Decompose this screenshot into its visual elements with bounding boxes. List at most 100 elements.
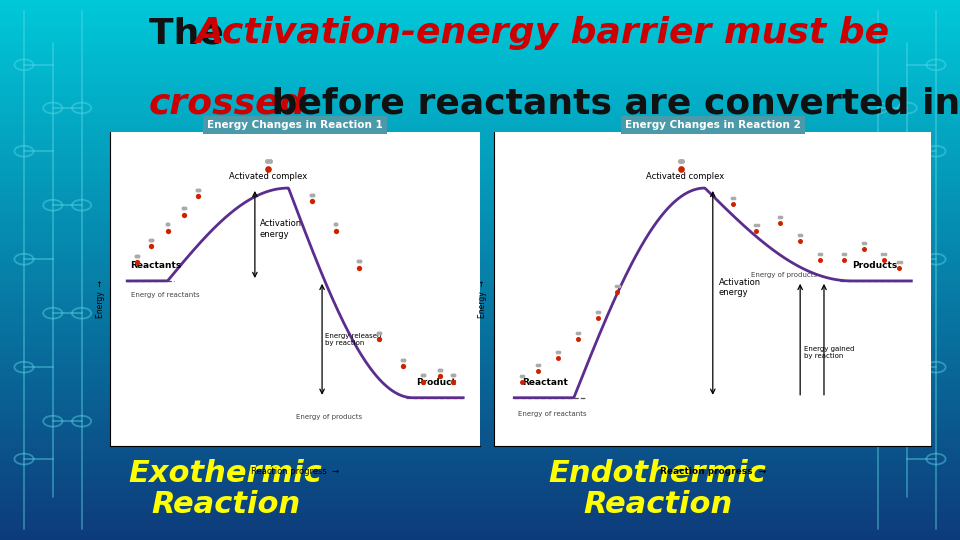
Text: Energy released
by reaction: Energy released by reaction	[325, 333, 382, 346]
Bar	[0, 248, 960, 250]
Bar	[0, 475, 960, 477]
Bar	[0, 281, 960, 282]
Bar	[0, 157, 960, 158]
Bar	[0, 490, 960, 491]
Bar	[0, 137, 960, 139]
Bar	[0, 285, 960, 286]
Bar	[0, 538, 960, 540]
Bar	[0, 517, 960, 518]
Bar	[0, 427, 960, 428]
Bar	[0, 423, 960, 425]
Bar	[0, 140, 960, 142]
Bar	[0, 450, 960, 452]
Bar	[0, 389, 960, 390]
Bar	[0, 135, 960, 137]
Bar	[0, 319, 960, 320]
Bar	[0, 59, 960, 61]
Bar	[0, 241, 960, 243]
Bar	[0, 81, 960, 83]
Bar	[0, 295, 960, 297]
Bar	[0, 15, 960, 16]
Bar	[0, 153, 960, 155]
Bar	[0, 187, 960, 189]
Bar	[0, 371, 960, 373]
Bar	[0, 151, 960, 153]
Bar	[0, 464, 960, 466]
Bar	[0, 286, 960, 288]
Bar	[0, 234, 960, 236]
Bar	[0, 385, 960, 387]
Bar	[0, 243, 960, 245]
Bar	[0, 34, 960, 36]
Bar	[0, 387, 960, 389]
Bar	[0, 169, 960, 171]
Bar	[0, 119, 960, 120]
Bar	[0, 239, 960, 241]
Bar	[0, 58, 960, 59]
Bar	[0, 106, 960, 108]
Bar	[0, 29, 960, 31]
Text: Energy of products: Energy of products	[296, 414, 362, 420]
Bar	[0, 529, 960, 531]
Bar	[0, 236, 960, 238]
Bar	[0, 201, 960, 204]
Bar	[0, 32, 960, 34]
Bar	[0, 193, 960, 194]
Bar	[0, 369, 960, 371]
Bar	[0, 306, 960, 308]
Bar	[0, 471, 960, 474]
Bar	[0, 407, 960, 409]
Bar	[0, 97, 960, 99]
Bar	[0, 536, 960, 538]
Text: Reaction progress  →: Reaction progress →	[252, 467, 339, 476]
Bar	[0, 293, 960, 295]
Bar	[0, 220, 960, 221]
Bar	[0, 160, 960, 162]
Bar	[0, 533, 960, 535]
Bar	[0, 484, 960, 486]
Bar	[0, 448, 960, 450]
Bar	[0, 207, 960, 209]
Bar	[0, 374, 960, 376]
Bar	[0, 437, 960, 439]
Bar	[0, 531, 960, 533]
Bar	[0, 182, 960, 184]
Bar	[0, 358, 960, 360]
Bar	[0, 23, 960, 25]
Bar	[0, 43, 960, 45]
Bar	[0, 522, 960, 524]
Bar	[0, 347, 960, 349]
Bar	[0, 275, 960, 277]
Bar	[0, 301, 960, 302]
Bar	[0, 218, 960, 220]
Bar	[0, 432, 960, 434]
Bar	[0, 360, 960, 362]
Bar	[0, 428, 960, 430]
Bar	[0, 511, 960, 513]
Bar	[0, 200, 960, 201]
Bar	[0, 481, 960, 482]
Bar	[0, 508, 960, 509]
Bar	[0, 212, 960, 214]
Bar	[0, 124, 960, 126]
Bar	[0, 509, 960, 511]
Bar	[0, 139, 960, 140]
Bar	[0, 436, 960, 437]
Bar	[0, 211, 960, 212]
Text: Energy gained
by reaction: Energy gained by reaction	[804, 346, 854, 359]
Title: Energy Changes in Reaction 2: Energy Changes in Reaction 2	[625, 120, 801, 130]
Bar	[0, 382, 960, 383]
Bar	[0, 77, 960, 79]
Bar	[0, 128, 960, 130]
Bar	[0, 398, 960, 400]
Bar	[0, 363, 960, 366]
Bar	[0, 299, 960, 301]
Bar	[0, 9, 960, 11]
Bar	[0, 72, 960, 74]
Bar	[0, 96, 960, 97]
Bar	[0, 277, 960, 279]
Bar	[0, 146, 960, 147]
Bar	[0, 61, 960, 63]
Bar	[0, 231, 960, 232]
Bar	[0, 191, 960, 193]
